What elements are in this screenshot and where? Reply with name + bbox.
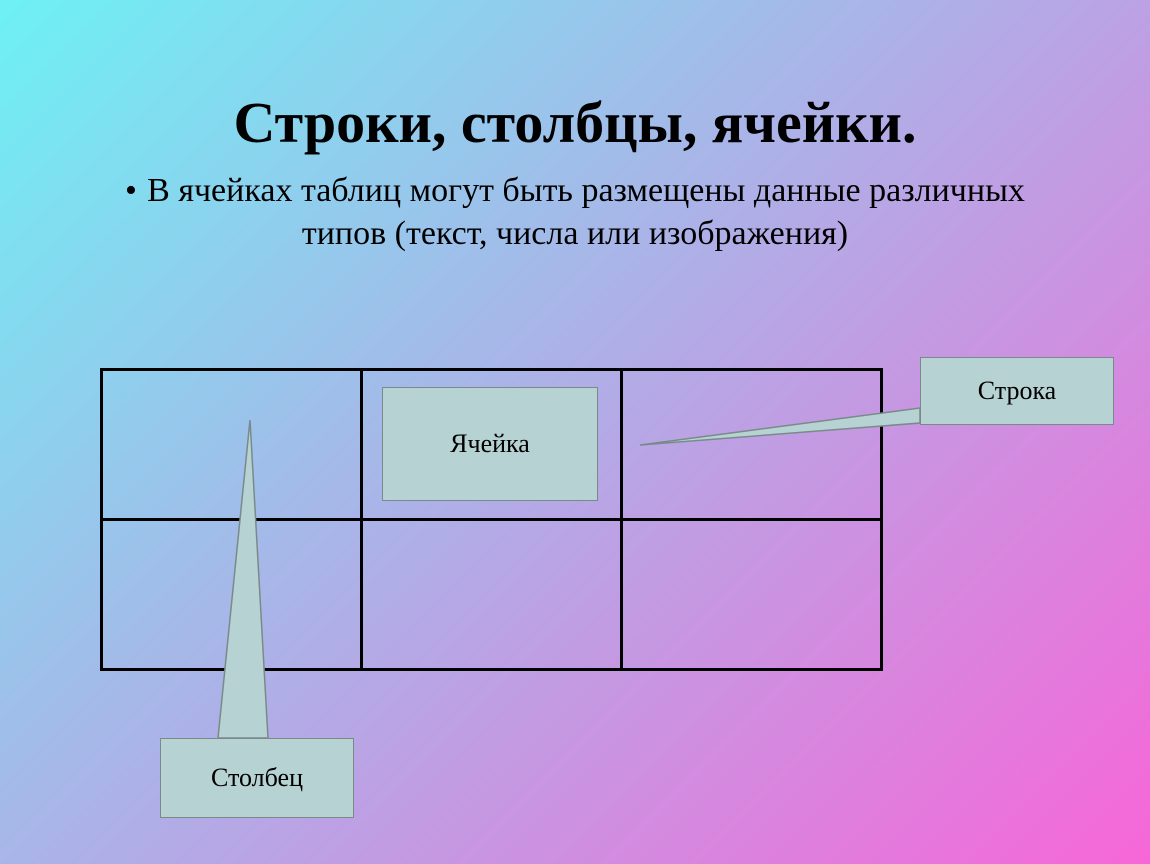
- slide: Строки, столбцы, ячейки. • В ячейках табл…: [0, 0, 1150, 864]
- cell-label-text: Ячейка: [450, 429, 530, 459]
- table-cell: [622, 520, 882, 670]
- column-callout-box: Столбец: [160, 738, 354, 818]
- bullet-text: В ячейках таблиц могут быть размещены да…: [147, 172, 1025, 252]
- row-callout-tail: [635, 403, 925, 450]
- table-cell: [362, 520, 622, 670]
- row-callout-text: Строка: [978, 376, 1056, 406]
- bullet-marker: •: [125, 172, 137, 209]
- bullet-paragraph: • В ячейках таблиц могут быть размещены д…: [90, 170, 1060, 255]
- column-callout-tail: [213, 415, 273, 743]
- slide-title: Строки, столбцы, ячейки.: [0, 89, 1150, 156]
- cell-label-box: Ячейка: [382, 387, 598, 501]
- column-callout-text: Столбец: [211, 763, 303, 793]
- row-callout-box: Строка: [920, 357, 1114, 425]
